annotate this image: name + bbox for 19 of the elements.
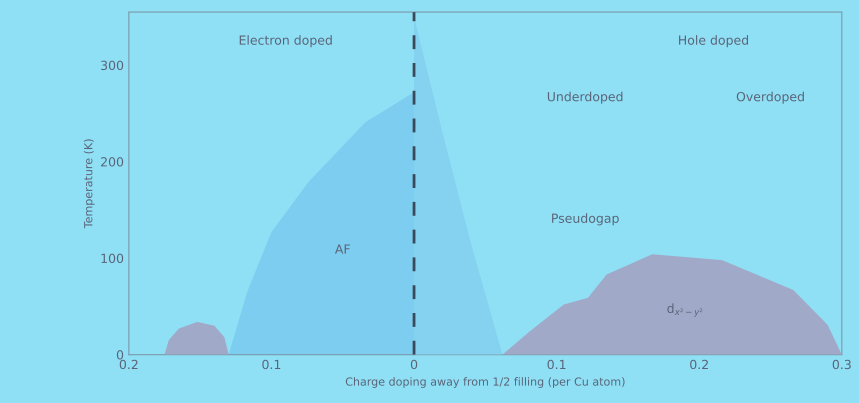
- annotation: d$_{x²−y²}$: [667, 303, 702, 317]
- x-axis-title: Charge doping away from 1/2 filling (per Cu atom): [346, 377, 625, 388]
- x-tick-label: 0.1: [262, 360, 280, 370]
- annotation: Hole doped: [679, 35, 748, 48]
- annotation: Overdoped: [736, 92, 804, 104]
- annotation: AF: [334, 244, 350, 254]
- x-tick-label: 0.2: [690, 360, 708, 370]
- x-tick-label: 0: [410, 360, 418, 370]
- y-tick-label: 100: [102, 254, 124, 264]
- annotation: Pseudogap: [552, 213, 619, 226]
- x-tick-label: 0.1: [548, 360, 566, 370]
- y-tick-label: 300: [101, 60, 124, 70]
- annotation: Underdoped: [548, 92, 622, 104]
- y-axis-title: Temperature (K): [84, 139, 95, 228]
- x-tick-label: 0.3: [832, 360, 851, 370]
- annotation: Electron doped: [240, 35, 332, 48]
- y-tick-label: 200: [101, 157, 124, 167]
- y-tick-label: 0: [116, 350, 124, 360]
- x-tick-label: 0.2: [120, 360, 138, 370]
